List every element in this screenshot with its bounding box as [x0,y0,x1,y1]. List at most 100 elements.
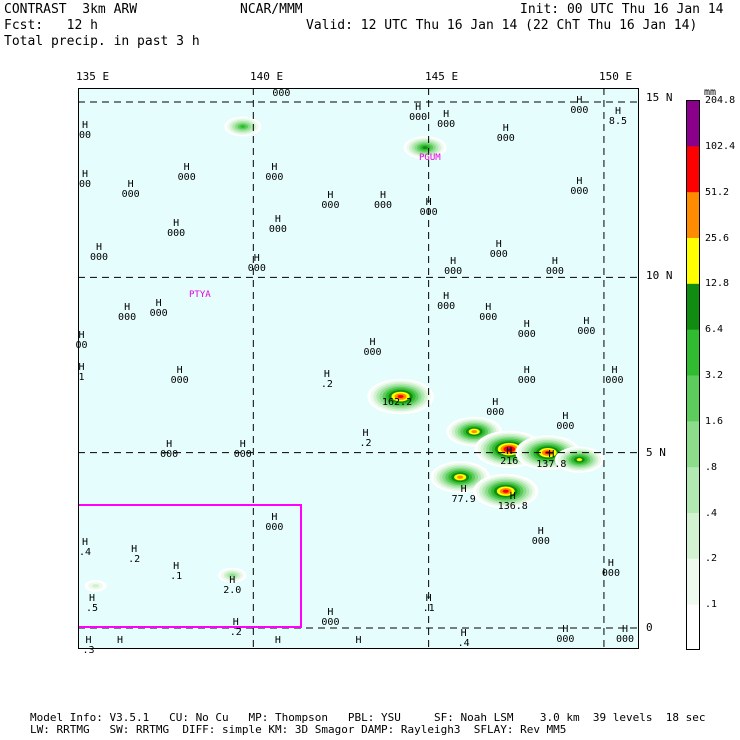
station-marker: H 000 [167,161,207,183]
station-marker: H 00 [65,169,105,190]
high-marker: H [127,179,134,191]
station-marker: H 000 [254,162,294,183]
high-marker: H [425,196,432,208]
nested-domain-box [78,504,302,628]
high-marker: H [183,161,190,173]
precip-value: 000 [118,311,137,323]
station-marker: H 000 [310,190,350,211]
high-marker: H [607,557,614,569]
station-marker: 000 [261,89,301,99]
station-marker: H [100,635,140,646]
precip-cell [502,489,509,493]
high-marker: H [369,336,376,348]
precip-value: 000 [268,224,287,236]
map-canvas [78,88,639,649]
high-marker: H [81,119,89,131]
station-marker: H 000 [521,527,561,547]
high-marker: H [548,449,555,461]
precip-value: 000 [363,346,382,358]
station-marker: H 000 [223,439,263,460]
station-marker: H 000 [426,110,466,130]
precip-cell [91,583,100,588]
station-marker: H 000 [433,257,473,277]
station-marker: H 77.9 [444,485,484,505]
station-marker: H 136.8 [493,492,533,512]
colorbar-tick-label: 12.8 [705,278,730,290]
precip-value: .5 [85,602,99,614]
station-marker: H 000 [559,176,599,197]
precip-value: .1 [170,571,183,583]
precip-value: 000 [601,567,620,579]
high-marker: H [425,592,432,604]
precip-value: 000 [437,119,456,131]
lon-label-150: 150 E [599,70,633,83]
precip-value: 137.8 [536,459,567,471]
lat-label-5: 5 N [646,446,666,459]
colorbar-tick-label: 6.4 [705,324,724,336]
precip-value: 000 [489,248,508,260]
station-marker: H 000 [149,439,189,460]
lat-label-10: 10 N [646,269,673,282]
colorbar-segment [686,283,700,330]
station-marker: H 216 [489,445,529,467]
precip-value: 000 [177,171,196,183]
station-marker: H .2 [307,369,347,390]
colorbar-segment [686,329,700,376]
station-marker: H 000 [310,607,350,628]
station-marker: H 000 [535,257,575,277]
precip-value: 000 [265,522,284,534]
precip-value: 000 [272,88,291,99]
station-marker: H .2 [346,429,386,449]
station-marker: H .4 [65,537,105,558]
high-marker: H [576,95,583,107]
precip-map: PGUM PTYA 000 H 000 H 000 H 8.5 H 000 H 00 H 000 H 000… [75,88,639,655]
precip-value: 000 [419,206,438,218]
precip-value: .4 [457,637,470,649]
precip-cell [397,394,404,399]
institution-label: NCAR/MMM [240,2,303,17]
colorbar-segment [686,100,700,147]
high-marker: H [614,105,621,117]
lon-label-140: 140 E [250,70,284,83]
high-marker: H [173,217,180,229]
high-marker: H [173,561,180,573]
precip-value: 216 [500,455,519,467]
precip-value: 000 [160,448,179,460]
colorbar-segment [686,512,700,559]
high-marker: H [274,634,281,646]
station-marker: H 000 [237,252,277,274]
precip-value: .4 [78,546,92,558]
high-marker: H [89,592,96,604]
station-marker: H 2.0 [212,576,252,596]
high-marker: H [232,617,239,629]
station-marker: H 000 [486,124,526,144]
station-marker: H [339,635,379,646]
station-marker: H 000 [398,103,438,123]
map-border [78,88,639,649]
high-marker: H [176,365,183,376]
precip-cell [229,573,236,577]
high-marker: H [253,252,260,264]
model-title: CONTRAST 3km ARW [4,2,138,17]
model-info-line2: LW: RRTMG SW: RRTMG DIFF: simple KM: 3D … [30,723,567,736]
precip-value: .1 [422,602,435,614]
lat-label-15: 15 N [646,91,673,104]
precip-value: 000 [545,266,564,278]
precip-value: 136.8 [497,501,528,513]
precip-value: 000 [321,199,340,211]
colorbar-segment [686,558,700,605]
high-marker: H [155,298,162,310]
high-marker: H [562,410,569,422]
high-marker: H [124,301,131,313]
precip-value: 000 [167,227,186,239]
station-marker: H 000 [258,215,298,235]
station-marker: H 000 [566,316,606,337]
high-marker: H [506,445,513,457]
station-marker: H 000 [468,302,508,323]
precip-value: 000 [409,112,428,124]
precip-value: 000 [531,536,550,548]
station-marker: H 000 [559,96,599,116]
precip-value: .2 [229,627,242,639]
precip-value: 00 [78,178,92,190]
